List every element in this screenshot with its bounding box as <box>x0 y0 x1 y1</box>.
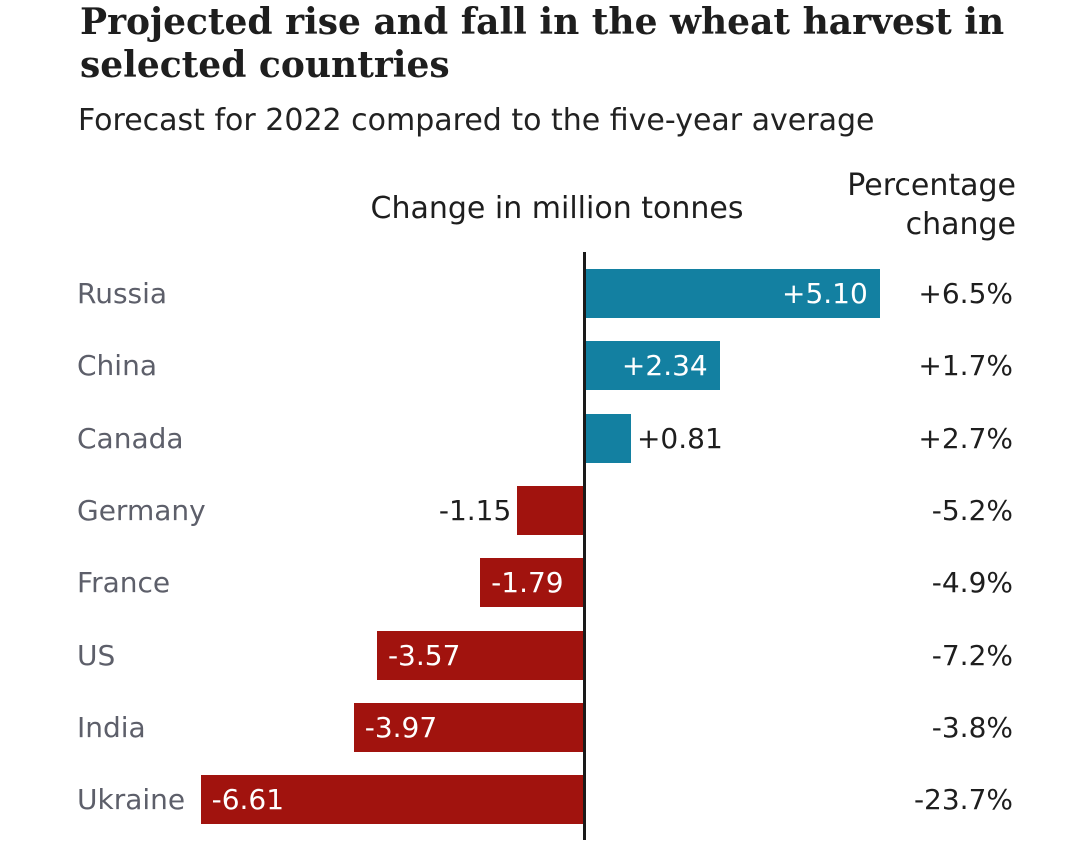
bar-france <box>480 558 584 608</box>
value-label-india: -3.97 <box>364 710 438 744</box>
value-label-canada: +0.81 <box>636 421 723 455</box>
country-label-france: France <box>77 566 171 600</box>
column-header-percentage-change: Percentage change <box>847 168 1016 242</box>
bar-canada <box>584 413 631 463</box>
chart-subtitle: Forecast for 2022 compared to the five-y… <box>78 103 875 138</box>
bar-india <box>353 702 584 752</box>
percent-label-canada: +2.7% <box>918 421 1013 455</box>
value-label-ukraine: -6.61 <box>211 783 285 817</box>
column-header-million-tonnes: Change in million tonnes <box>370 191 744 226</box>
bar-ukraine <box>200 775 584 825</box>
value-label-germany: -1.15 <box>438 493 512 527</box>
country-label-canada: Canada <box>77 421 184 455</box>
chart-title: Projected rise and fall in the wheat har… <box>80 1 1005 86</box>
value-label-russia: +5.10 <box>782 277 868 310</box>
bar-china <box>584 341 720 391</box>
percent-label-india: -3.8% <box>931 710 1013 744</box>
country-label-india: India <box>77 710 146 744</box>
percent-label-ukraine: -23.7% <box>913 783 1013 817</box>
percent-label-germany: -5.2% <box>931 493 1013 527</box>
percent-label-russia: +6.5% <box>918 277 1013 310</box>
country-label-china: China <box>77 349 157 383</box>
value-label-us: -3.57 <box>387 638 461 672</box>
zero-axis-line <box>582 252 586 840</box>
bar-germany <box>517 485 584 535</box>
percent-label-china: +1.7% <box>918 349 1013 383</box>
country-label-russia: Russia <box>77 277 168 310</box>
value-label-china: +2.34 <box>621 349 708 383</box>
value-label-france: -1.79 <box>491 566 564 600</box>
country-label-ukraine: Ukraine <box>77 783 186 817</box>
bar-russia <box>584 269 880 318</box>
country-label-us: US <box>77 638 116 672</box>
percent-label-france: -4.9% <box>931 566 1013 600</box>
bar-us <box>376 630 584 680</box>
percent-label-us: -7.2% <box>931 638 1013 672</box>
country-label-germany: Germany <box>77 493 206 527</box>
